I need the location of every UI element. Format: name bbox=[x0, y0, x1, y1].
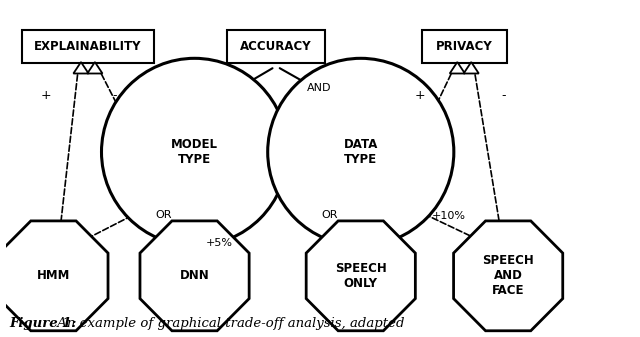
Text: EXPLAINABILITY: EXPLAINABILITY bbox=[34, 40, 141, 53]
FancyBboxPatch shape bbox=[422, 30, 507, 63]
Text: -: - bbox=[112, 89, 116, 102]
Polygon shape bbox=[0, 221, 108, 331]
Text: SPEECH
ONLY: SPEECH ONLY bbox=[335, 262, 387, 290]
Polygon shape bbox=[463, 62, 479, 73]
Text: AND: AND bbox=[307, 83, 331, 93]
Text: -: - bbox=[502, 89, 506, 102]
Text: DNN: DNN bbox=[180, 269, 209, 282]
Text: PRIVACY: PRIVACY bbox=[436, 40, 493, 53]
Polygon shape bbox=[450, 62, 465, 73]
Text: MODEL
TYPE: MODEL TYPE bbox=[171, 138, 218, 166]
Polygon shape bbox=[140, 221, 249, 331]
Text: ACCURACY: ACCURACY bbox=[240, 40, 312, 53]
Text: OR: OR bbox=[155, 210, 172, 220]
Ellipse shape bbox=[268, 58, 454, 246]
Text: +10%: +10% bbox=[431, 211, 465, 221]
Text: HMM: HMM bbox=[36, 269, 70, 282]
Text: +: + bbox=[40, 89, 51, 102]
Text: An example of graphical trade-off analysis, adapted: An example of graphical trade-off analys… bbox=[54, 317, 405, 330]
FancyBboxPatch shape bbox=[227, 30, 324, 63]
Text: SPEECH
AND
FACE: SPEECH AND FACE bbox=[483, 254, 534, 297]
Text: Figure 1:: Figure 1: bbox=[10, 317, 77, 330]
Text: OR: OR bbox=[321, 210, 338, 220]
Text: +5%: +5% bbox=[206, 238, 233, 248]
Text: DATA
TYPE: DATA TYPE bbox=[344, 138, 378, 166]
Polygon shape bbox=[74, 62, 88, 73]
Ellipse shape bbox=[102, 58, 287, 246]
Polygon shape bbox=[454, 221, 563, 331]
FancyBboxPatch shape bbox=[22, 30, 154, 63]
Text: +: + bbox=[415, 89, 426, 102]
Polygon shape bbox=[306, 221, 415, 331]
Polygon shape bbox=[87, 62, 102, 73]
